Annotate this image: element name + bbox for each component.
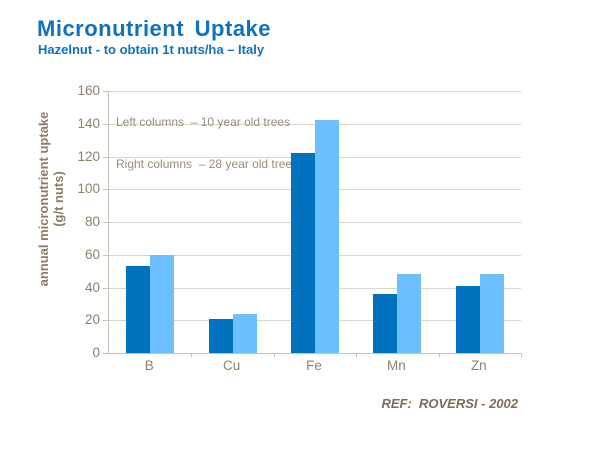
gridline-y-160	[109, 91, 521, 92]
bar-Cu-10-year-old-trees	[208, 318, 233, 353]
bar-Fe-28-year-old-trees	[315, 120, 340, 353]
bar-group-Zn	[439, 91, 521, 353]
y-axis-title-line1: annual micronutrient uptake	[36, 111, 51, 287]
y-tick-mark-0	[103, 353, 109, 354]
y-tick-label-40: 40	[84, 279, 100, 295]
bar-B-10-year-old-trees	[126, 266, 151, 353]
x-tick-mark-4	[438, 353, 440, 357]
y-tick-mark-160	[103, 91, 109, 92]
plot-area: Left columns – 10 year old trees Right c…	[103, 91, 522, 357]
bar-Fe-10-year-old-trees	[291, 153, 316, 353]
bar-Cu-28-year-old-trees	[232, 313, 257, 353]
legend-line-right-columns: Right columns – 28 year old trees	[116, 156, 299, 171]
x-axis-category-labels: B Cu Fe Mn Zn	[108, 358, 520, 373]
y-tick-label-20: 20	[84, 312, 100, 328]
x-category-label-Cu: Cu	[222, 358, 241, 373]
bar-groups	[109, 91, 521, 353]
y-tick-label-120: 120	[77, 148, 100, 164]
bar-Zn-28-year-old-trees	[479, 274, 504, 353]
y-tick-label-60: 60	[84, 246, 100, 262]
y-tick-mark-60	[103, 254, 109, 256]
y-tick-mark-140	[103, 123, 109, 125]
legend-line-left-columns: Left columns – 10 year old trees	[116, 115, 291, 129]
gridline-y-140	[109, 123, 521, 125]
chart-subtitle: Hazelnut - to obtain 1t nuts/ha – Italy	[38, 42, 265, 57]
bar-group-Fe	[274, 91, 356, 353]
y-tick-mark-40	[103, 287, 109, 289]
bar-Mn-28-year-old-trees	[397, 274, 422, 353]
chart-title: Micronutrient Uptake	[37, 16, 272, 41]
chart-legend: Left columns – 10 year old trees Right c…	[116, 96, 298, 200]
bar-group-B	[109, 91, 191, 353]
y-axis-tick-labels: 0 20 40 60 80 100 120 140 160	[58, 84, 100, 360]
reference-note: REF: ROVERSI - 2002	[381, 396, 518, 411]
bar-group-Cu	[191, 91, 273, 353]
x-category-label-B: B	[144, 358, 154, 373]
x-tick-mark-5	[521, 353, 522, 357]
x-tick-mark-2	[273, 353, 275, 357]
x-category-label-Zn: Zn	[470, 358, 487, 373]
y-tick-mark-100	[103, 189, 109, 191]
y-tick-label-100: 100	[77, 181, 100, 197]
bar-group-Mn	[356, 91, 438, 353]
y-tick-label-80: 80	[84, 214, 100, 229]
bar-B-28-year-old-trees	[150, 254, 175, 353]
bar-Zn-10-year-old-trees	[455, 285, 480, 353]
x-tick-mark-3	[356, 353, 358, 357]
y-tick-label-160: 160	[77, 83, 100, 98]
y-tick-label-0: 0	[92, 345, 100, 360]
y-tick-mark-20	[103, 320, 109, 322]
x-category-label-Fe: Fe	[306, 358, 322, 373]
y-tick-mark-80	[103, 222, 109, 223]
x-category-label-Mn: Mn	[387, 358, 406, 373]
y-tick-mark-120	[103, 156, 109, 158]
bar-Mn-10-year-old-trees	[373, 294, 398, 353]
x-tick-mark-1	[191, 353, 193, 357]
y-tick-label-140: 140	[77, 115, 100, 131]
